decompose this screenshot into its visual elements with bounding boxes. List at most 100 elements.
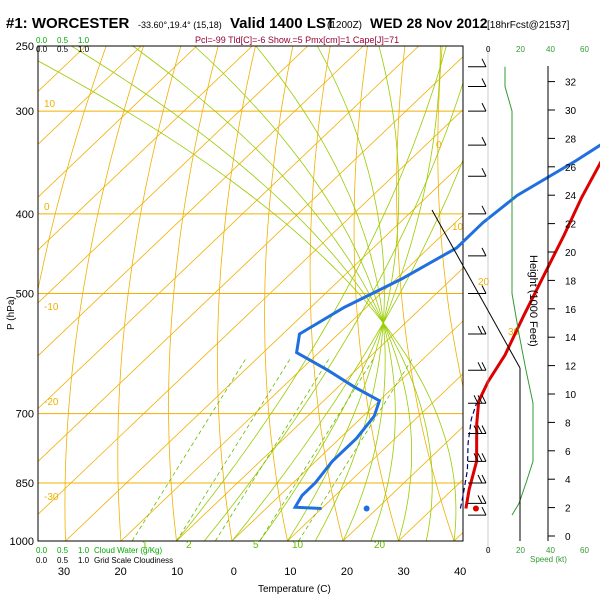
forecast-label: [18hrFcst@21537] [487, 20, 570, 31]
mixing-ratio-line [215, 358, 330, 541]
pressure-axis-label: P (hPa) [6, 296, 17, 330]
pressure-tick-label: 850 [16, 478, 34, 490]
height-tick-label: 22 [565, 220, 577, 231]
curve-label: 1 [142, 540, 148, 551]
dry-adiabat [396, 46, 455, 541]
isotherm-line [231, 320, 463, 541]
temperature-tick-label: 10 [171, 566, 183, 578]
wind-barb-flag [481, 506, 487, 516]
indices-line: Pcl=-99 Tld[C]=-6 Show.=5 Pmx[cm]=1 Cape… [195, 35, 399, 45]
temperature-tick-label: 30 [58, 566, 70, 578]
cloud-bottom2-tick-2: 1.0 [78, 556, 90, 565]
height-tick-label: 6 [565, 447, 571, 458]
moist-adiabat [287, 46, 400, 541]
wind-barb-flag [477, 495, 483, 504]
wind-speed-line [504, 66, 534, 516]
cloud-bottom-tick-2: 1.0 [78, 546, 90, 555]
height-tick-label: 32 [565, 78, 577, 89]
wind-barb-flag [481, 205, 487, 215]
height-tick-label: 8 [565, 418, 571, 429]
isotherm-line [38, 46, 309, 304]
curve-label: 5 [253, 540, 259, 551]
cloud-bottom2-tick-0: 0.0 [36, 556, 48, 565]
wind-barb-flag [481, 395, 487, 404]
pressure-tick-label: 400 [16, 209, 34, 221]
temperature-tick-label: 0 [231, 566, 237, 578]
cloud-bottom-tick-0: 0.0 [36, 546, 48, 555]
speed-tick-bottom: 0 [486, 546, 491, 555]
wind-barb-flag [481, 167, 487, 177]
date-label: WED 28 Nov 2012 [370, 15, 488, 31]
wind-barb-flag [481, 453, 487, 462]
isotherm-line [38, 109, 463, 515]
height-tick-label: 18 [565, 276, 577, 287]
wind-barb-flag [481, 58, 487, 68]
pressure-tick-label: 1000 [10, 536, 34, 548]
dewpoint-line [292, 143, 600, 510]
curve-label: 10 [292, 540, 304, 551]
isotherm-line [176, 267, 463, 541]
temperature-tick-label: 10 [284, 566, 296, 578]
speed-tick-bottom: 60 [580, 546, 589, 555]
moist-adiabat [314, 46, 385, 541]
temperature-line [464, 160, 600, 509]
dry-adiabat [117, 46, 182, 541]
isotherm-line [38, 46, 364, 357]
cloud-top-tick-0: 0.0 [36, 36, 48, 45]
speed-tick-top: 40 [546, 45, 555, 54]
moist-adiabat [255, 46, 386, 541]
curve-label: -20 [44, 397, 59, 408]
height-tick-label: 12 [565, 362, 577, 373]
cloud-top2-tick-2: 1.0 [78, 45, 90, 54]
curve-label: 2 [186, 540, 192, 551]
dry-adiabat [264, 46, 294, 541]
parcel-line [459, 403, 478, 509]
curve-label: 20 [478, 277, 490, 288]
dry-adiabat [554, 46, 600, 541]
temperature-tick-label: 20 [341, 566, 353, 578]
wind-barb-flag [477, 325, 483, 335]
isotherm-line [65, 161, 463, 541]
height-tick-label: 0 [565, 532, 571, 543]
dry-adiabat [217, 46, 256, 541]
isotherm-line [120, 214, 463, 541]
dry-adiabat [168, 46, 219, 541]
cloud-top2-tick-1: 0.5 [57, 45, 69, 54]
cloud-top-tick-1: 0.5 [57, 36, 69, 45]
speed-tick-bottom: 20 [516, 546, 525, 555]
utc-time: (1200Z) [327, 20, 362, 31]
height-tick-label: 2 [565, 504, 571, 515]
curve-label: 0 [436, 140, 442, 151]
wind-barb-flag [481, 362, 487, 371]
moist-adiabat [231, 158, 463, 541]
dry-adiabat [309, 46, 344, 541]
temperature-tick-label: 20 [114, 566, 126, 578]
mixing-ratio-line [131, 358, 247, 541]
pressure-tick-label: 250 [16, 41, 34, 53]
plot-frame [37, 45, 464, 542]
curve-label: 20 [374, 540, 386, 551]
wind-barb-flag [473, 453, 479, 462]
speed-tick-top: 0 [486, 45, 491, 54]
height-tick-label: 24 [565, 191, 577, 202]
wind-barb-flag [473, 395, 479, 404]
isotherm-line [287, 373, 463, 541]
station-coords: -33.60°,19.4° (15,18) [138, 20, 222, 30]
speed-tick-top: 20 [516, 45, 525, 54]
mixing-ratio-line [259, 358, 374, 541]
dry-adiabat [592, 46, 600, 541]
wind-barb-flag [481, 285, 487, 294]
moist-adiabat [38, 60, 457, 541]
dry-adiabat [38, 46, 107, 292]
wind-barb-flag [477, 395, 483, 404]
curve-label: -30 [44, 492, 59, 503]
temperature-tick-label: 40 [454, 566, 466, 578]
mixing-ratio-line [298, 358, 413, 541]
wind-barb-flag [477, 453, 483, 462]
station-title: #1: WORCESTER [6, 15, 130, 32]
height-tick-label: 20 [565, 248, 577, 259]
isotherm-line [38, 56, 463, 463]
curve-label: 10 [44, 99, 56, 110]
